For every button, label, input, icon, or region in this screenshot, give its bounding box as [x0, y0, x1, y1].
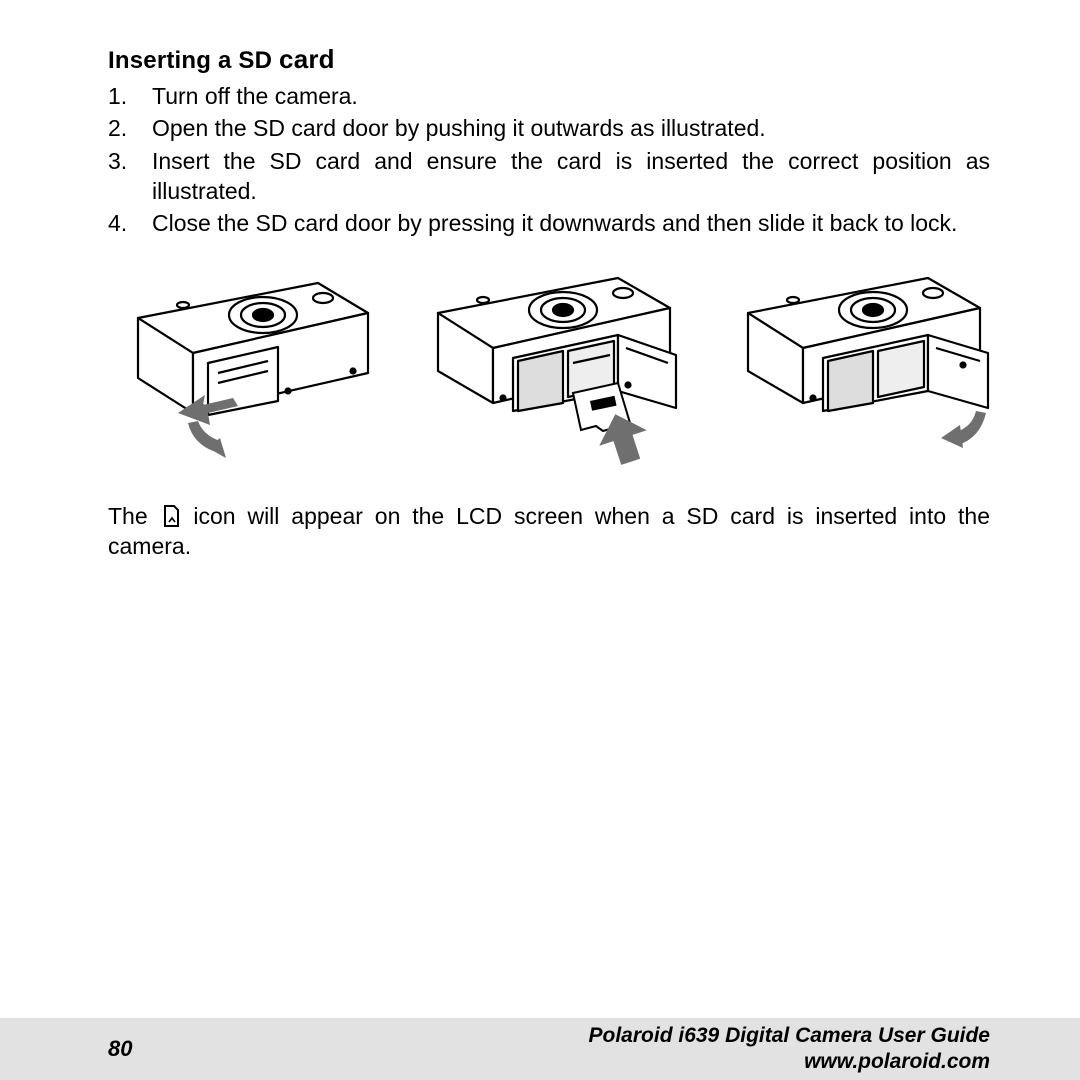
footer-right: Polaroid i639 Digital Camera User Guide … [132, 1023, 990, 1076]
camera-insert-icon [418, 263, 698, 473]
illustration-row [108, 263, 990, 473]
heading-prefix: Inserting a SD [108, 47, 279, 74]
illustration-camera-closed [108, 263, 388, 473]
camera-close-icon [728, 263, 1008, 473]
page-number: 80 [108, 1036, 132, 1062]
step-item: Open the SD card door by pushing it outw… [108, 113, 990, 143]
sd-card-icon [162, 505, 180, 533]
steps-list: Turn off the camera. Open the SD card do… [108, 81, 990, 239]
note-paragraph: The icon will appear on the LCD screen w… [108, 503, 990, 560]
note-before: The [108, 503, 160, 529]
step-item: Turn off the camera. [108, 81, 990, 111]
footer-title: Polaroid i639 Digital Camera User Guide [132, 1023, 990, 1049]
footer-url: www.polaroid.com [132, 1049, 990, 1075]
step-item: Close the SD card door by pressing it do… [108, 208, 990, 238]
illustration-camera-close [728, 263, 1008, 473]
heading-card: card [279, 44, 335, 74]
section-heading: Inserting a SD card [108, 44, 990, 75]
step-item: Insert the SD card and ensure the card i… [108, 146, 990, 207]
illustration-camera-insert [418, 263, 698, 473]
note-after: icon will appear on the LCD screen when … [108, 503, 990, 559]
camera-closed-icon [108, 263, 388, 473]
manual-page: Inserting a SD card Turn off the camera.… [0, 0, 1080, 1080]
page-footer: 80 Polaroid i639 Digital Camera User Gui… [0, 1018, 1080, 1080]
